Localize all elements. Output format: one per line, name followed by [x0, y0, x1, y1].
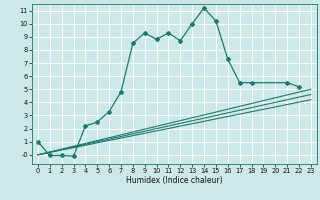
X-axis label: Humidex (Indice chaleur): Humidex (Indice chaleur) [126, 176, 223, 185]
